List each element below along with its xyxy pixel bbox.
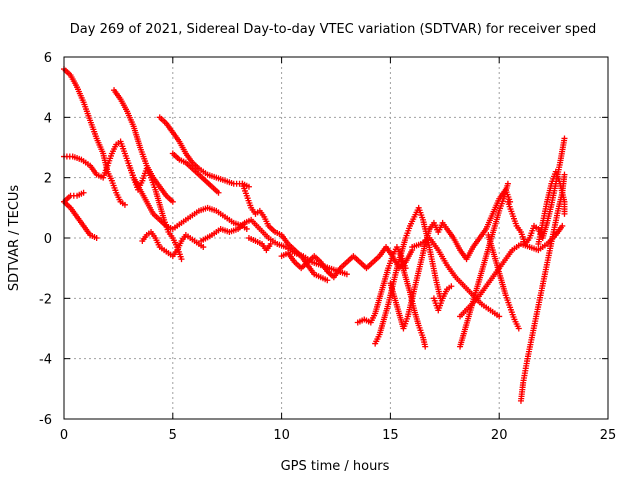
plus-marker	[561, 210, 568, 217]
series-track-1	[61, 66, 128, 208]
y-axis-ticks: -6 -4 -2 0 2 4 6	[39, 51, 608, 428]
series-track-26	[535, 168, 568, 248]
series-track-23	[485, 231, 522, 332]
series-track-4	[61, 189, 87, 205]
chart-title: Day 269 of 2021, Sidereal Day-to-day VTE…	[70, 22, 596, 37]
y-tick-label: 6	[44, 51, 52, 66]
series-track-7	[139, 228, 207, 260]
plus-marker	[504, 180, 511, 187]
x-tick-label: 5	[169, 428, 177, 443]
plus-marker	[422, 343, 429, 350]
series-track-18	[409, 235, 503, 320]
plus-marker	[561, 135, 568, 142]
plus-marker	[448, 283, 455, 290]
plus-marker	[169, 198, 176, 205]
x-tick-label: 15	[382, 428, 399, 443]
x-tick-label: 25	[600, 428, 617, 443]
series-track-8	[156, 114, 252, 190]
series-track-21	[457, 180, 511, 350]
plus-marker	[243, 225, 250, 232]
x-tick-label: 10	[273, 428, 290, 443]
plus-marker	[80, 189, 87, 196]
plus-marker	[178, 256, 185, 263]
y-tick-label: 0	[44, 232, 52, 247]
series-track-19	[426, 186, 514, 263]
data-points	[61, 66, 568, 404]
series-track-20	[430, 283, 455, 314]
plus-marker	[559, 222, 566, 229]
plus-marker	[200, 244, 207, 251]
series-track-5	[111, 87, 176, 205]
series-track-17	[398, 259, 429, 350]
plus-marker	[215, 189, 222, 196]
series-track-3	[61, 198, 100, 241]
y-tick-label: -6	[39, 413, 52, 428]
y-tick-label: 2	[44, 172, 52, 187]
x-axis-label: GPS time / hours	[281, 459, 390, 474]
plus-marker	[93, 235, 100, 241]
y-tick-label: 4	[44, 111, 52, 126]
series-track-9	[169, 150, 222, 196]
series-track-6	[126, 162, 185, 263]
x-axis-ticks: 0 5 10 15 20 25	[60, 57, 616, 443]
x-tick-label: 0	[60, 428, 68, 443]
plus-marker	[324, 277, 331, 284]
plus-marker	[245, 183, 252, 190]
plus-marker	[343, 271, 350, 278]
series-track-11	[239, 180, 331, 284]
plus-marker	[121, 201, 128, 208]
y-axis-label: SDTVAR / TECUs	[7, 185, 22, 292]
series-track-25	[517, 171, 568, 404]
x-tick-label: 20	[491, 428, 508, 443]
plus-marker	[267, 241, 274, 248]
plus-marker	[561, 171, 568, 178]
y-tick-label: -4	[39, 353, 52, 368]
plus-marker	[515, 325, 522, 332]
y-tick-label: -2	[39, 292, 52, 307]
series-track-10	[198, 216, 350, 278]
series-track-12	[245, 235, 274, 254]
plus-marker	[496, 313, 503, 320]
